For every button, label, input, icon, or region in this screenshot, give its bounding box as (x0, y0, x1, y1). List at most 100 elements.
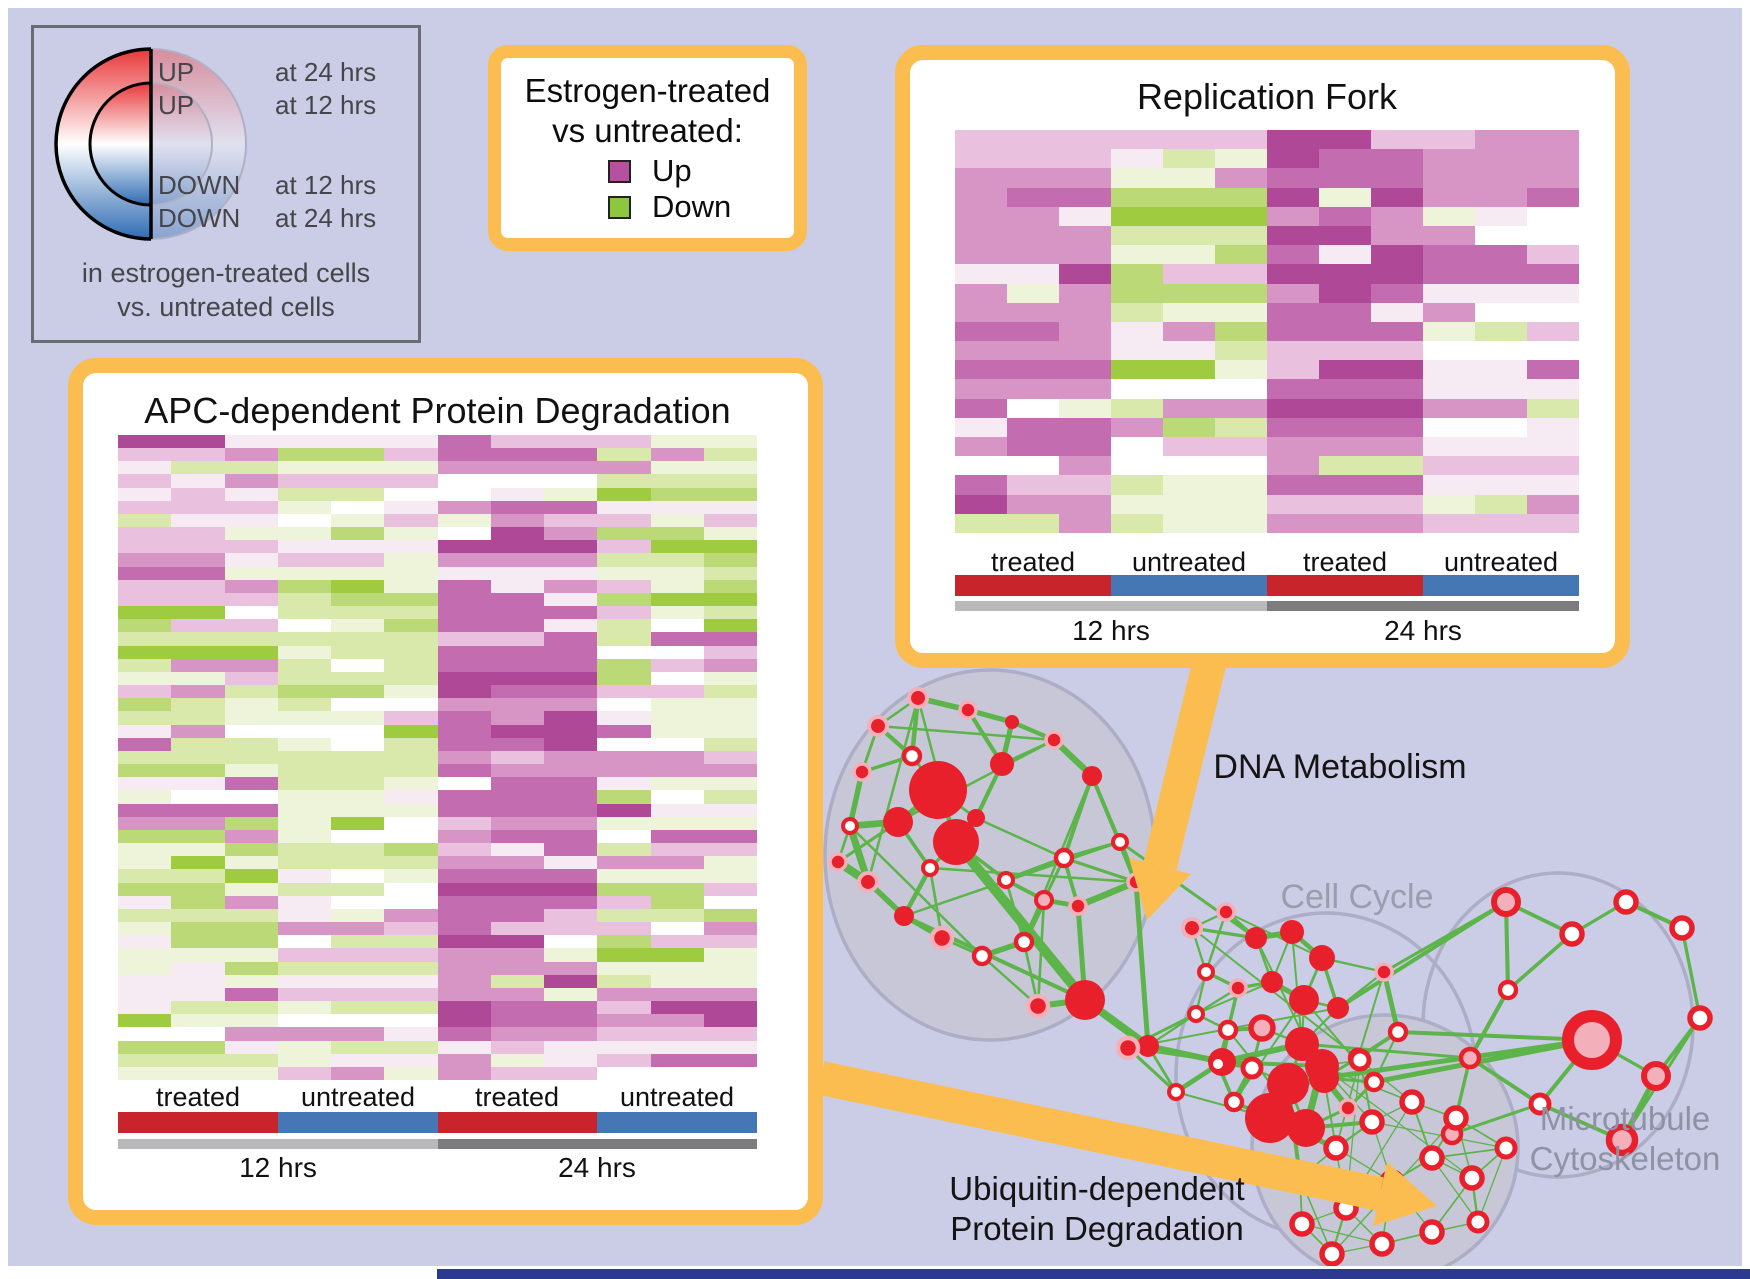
heatmap-cell (277, 843, 331, 857)
heatmap-cell (703, 645, 757, 659)
heatmap-cell (650, 856, 704, 870)
down-label: Down (652, 189, 732, 224)
heatmap-cell (1059, 245, 1111, 265)
heatmap-cell (437, 1066, 491, 1080)
network-node-ring-white (1348, 1048, 1372, 1072)
heatmap-cell (1163, 398, 1215, 418)
heatmap-cell (171, 632, 225, 646)
heatmap-cell (544, 1027, 598, 1041)
heatmap-cell (437, 790, 491, 804)
heatmap-cell (650, 711, 704, 725)
heatmap-cell (490, 856, 544, 870)
heatmap-cell (1423, 321, 1475, 342)
heatmap-cell (384, 1053, 438, 1067)
heatmap-cell (1059, 302, 1111, 322)
heatmap-cell (437, 474, 491, 488)
heatmap-cell (597, 764, 651, 778)
heatmap-cell (331, 540, 385, 554)
network-node-pink-halo (1180, 916, 1204, 940)
heatmap-cell (490, 922, 544, 936)
apc-panel-title: APC-dependent Protein Degradation (144, 390, 731, 431)
heatmap-cell (384, 540, 438, 554)
heatmap-cell (1267, 360, 1319, 380)
heatmap-cell (1215, 187, 1267, 207)
heatmap-cell (224, 632, 278, 646)
heatmap-cell (490, 487, 544, 501)
heatmap-cell (1319, 437, 1371, 457)
heatmap-cell (650, 487, 704, 501)
heatmap-cell (1423, 149, 1475, 169)
heatmap-cell (1215, 149, 1267, 169)
heatmap-cell (490, 553, 544, 567)
heatmap-cell (597, 553, 651, 567)
heatmap-cell (703, 553, 757, 567)
heatmap-cell (597, 974, 651, 988)
heatmap-cell (490, 619, 544, 633)
network-node-solid (1289, 985, 1319, 1015)
heatmap-cell (437, 948, 491, 962)
heatmap-cell (1371, 321, 1423, 342)
heatmap-cell (490, 908, 544, 923)
microtubule-label-2: Cytoskeleton (1530, 1140, 1721, 1177)
comparison-title-line2: vs untreated: (552, 112, 743, 149)
heatmap-cell (955, 187, 1007, 207)
heatmap-cell (331, 566, 385, 580)
network-node-solid (1280, 920, 1304, 944)
heatmap-cell (1423, 225, 1475, 246)
rf-treated-1-label: treated (990, 547, 1076, 577)
heatmap-cell (331, 935, 385, 949)
heatmap-cell (703, 658, 757, 672)
heatmap-cell (597, 829, 651, 844)
network-node-ring-white (1223, 1091, 1245, 1113)
heatmap-cell (1059, 475, 1111, 495)
network-bridge-edge (1322, 1056, 1472, 1080)
heatmap-cell (277, 935, 331, 949)
heatmap-cell (1007, 206, 1059, 226)
heatmap-cell (1319, 321, 1371, 342)
heatmap-cell (955, 321, 1007, 342)
heatmap-cell (1319, 283, 1371, 303)
heatmap-cell (955, 360, 1007, 380)
heatmap-cell (1475, 341, 1527, 361)
up-swatch (608, 160, 631, 183)
heatmap-cell (650, 632, 704, 646)
heatmap-cell (703, 987, 757, 1002)
network-node-ring-white (1399, 1089, 1425, 1115)
heatmap-cell (1215, 245, 1267, 265)
heatmap-cell (118, 685, 172, 699)
heatmap-cell (490, 500, 544, 514)
network-node-ring-white (1419, 1145, 1445, 1171)
rf-untreated-bar-24 (1423, 575, 1579, 596)
heatmap-cell (1475, 245, 1527, 265)
ubiquitin-label-1: Ubiquitin-dependent (949, 1170, 1244, 1207)
heatmap-cell (437, 1040, 491, 1054)
heatmap-cell (224, 816, 278, 830)
heatmap-cell (1371, 379, 1423, 399)
heatmap-cell (490, 764, 544, 778)
heatmap-cell (597, 579, 651, 593)
heatmap-cell (703, 777, 757, 791)
heatmap-cell (1423, 437, 1475, 457)
heatmap-cell (224, 1014, 278, 1028)
heatmap-cell (331, 1040, 385, 1054)
down-12-time: at 12 hrs (275, 170, 377, 200)
heatmap-cell (331, 474, 385, 488)
heatmap-cell (703, 1040, 757, 1054)
heatmap-cell (650, 553, 704, 567)
heatmap-cell (1215, 283, 1267, 303)
network-node-solid (967, 809, 985, 827)
heatmap-cell (384, 790, 438, 804)
heatmap-cell (331, 961, 385, 975)
heatmap-cell (1267, 456, 1319, 476)
network-node-solid (933, 819, 979, 865)
arrow-rf-to-dna-shaft (1143, 647, 1229, 871)
heatmap-cell (384, 777, 438, 791)
heatmap-cell (490, 829, 544, 844)
heatmap-cell (703, 448, 757, 462)
heatmap-cell (650, 592, 704, 607)
network-node-ring-white (997, 871, 1015, 889)
heatmap-cell (544, 698, 598, 712)
heatmap-cell (597, 435, 651, 449)
heatmap-cell (1215, 321, 1267, 342)
heatmap-cell (597, 619, 651, 633)
